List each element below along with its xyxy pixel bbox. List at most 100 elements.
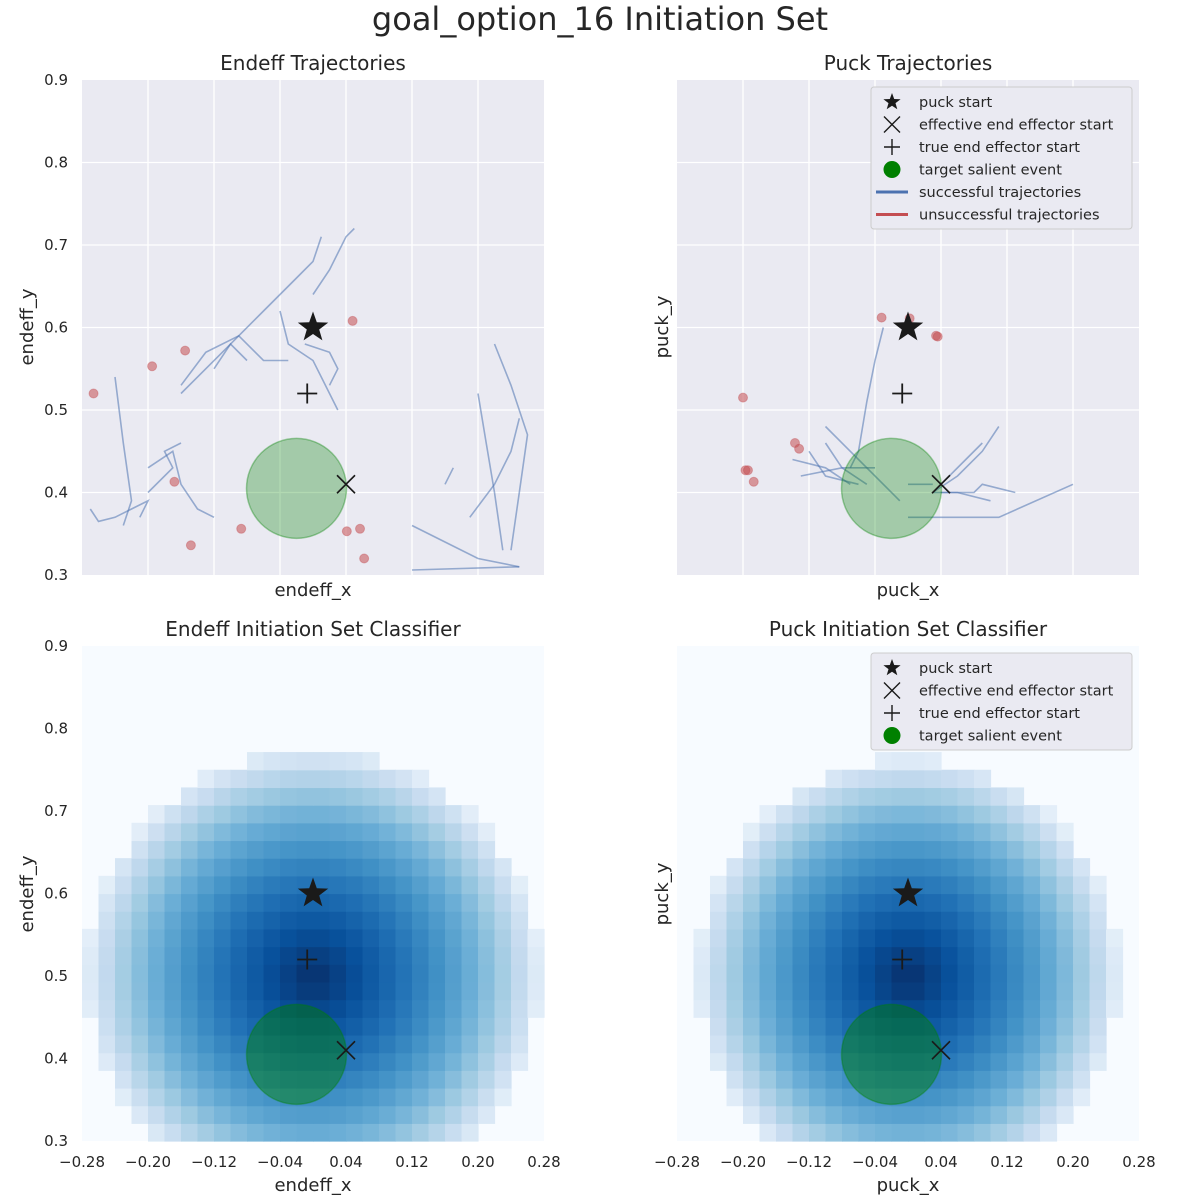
heatmap-cell xyxy=(1106,999,1124,1018)
heatmap-cell xyxy=(263,752,281,771)
heatmap-cell xyxy=(941,858,959,877)
heatmap-cell xyxy=(461,858,479,877)
heatmap-cell xyxy=(1056,981,1074,1001)
heatmap-cell xyxy=(710,1017,728,1036)
heatmap-cell xyxy=(412,981,430,1001)
heatmap-cell xyxy=(1040,1017,1058,1036)
heatmap-cell xyxy=(362,1087,380,1107)
heatmap-cell xyxy=(1023,911,1041,930)
heatmap-cell xyxy=(148,840,166,859)
heatmap-cell xyxy=(148,911,166,930)
heatmap-cell xyxy=(743,875,761,895)
heatmap-cell xyxy=(743,964,761,983)
heatmap-cell xyxy=(445,822,463,842)
heatmap-cell xyxy=(494,911,512,930)
heatmap-cell xyxy=(1073,964,1091,983)
successful-trajectory-line xyxy=(932,426,1000,494)
heatmap-cell xyxy=(908,822,926,842)
heatmap-cell xyxy=(726,999,744,1018)
y-tick-label: 0.6 xyxy=(44,885,68,903)
heatmap-cell xyxy=(825,911,843,930)
heatmap-cell xyxy=(379,999,397,1018)
heatmap-cell xyxy=(428,1017,446,1036)
heatmap-cell xyxy=(842,893,860,912)
heatmap-cell xyxy=(280,946,298,965)
heatmap-cell xyxy=(98,981,116,1001)
heatmap-cell xyxy=(726,946,744,965)
heatmap-cell xyxy=(842,1070,860,1089)
heatmap-cell xyxy=(263,1087,281,1107)
x-tick-label: 0.12 xyxy=(990,1153,1023,1171)
heatmap-cell xyxy=(1040,1087,1058,1107)
heatmap-cell xyxy=(362,999,380,1018)
heatmap-cell xyxy=(974,1017,992,1036)
heatmap-cell xyxy=(792,1123,810,1142)
heatmap-cell xyxy=(82,964,100,983)
heatmap-cell xyxy=(445,893,463,912)
successful-trajectory-line xyxy=(800,466,875,477)
heatmap-cell xyxy=(693,981,711,1001)
heatmap-cell xyxy=(214,964,232,983)
heatmap-cell xyxy=(313,858,331,877)
heatmap-cell xyxy=(395,1087,413,1107)
y-tick-label: 0.8 xyxy=(44,154,68,172)
heatmap-cell xyxy=(974,858,992,877)
heatmap-cell xyxy=(115,928,133,948)
heatmap-cell xyxy=(924,787,942,806)
heatmap-cell xyxy=(280,999,298,1018)
heatmap-cell xyxy=(395,858,413,877)
heatmap-cell xyxy=(726,893,744,912)
successful-trajectory-line xyxy=(411,566,520,571)
legend-true-start-icon xyxy=(884,139,900,155)
heatmap-cell xyxy=(809,1105,827,1124)
heatmap-cell xyxy=(776,911,794,930)
heatmap-cell xyxy=(759,999,777,1018)
heatmap-cell xyxy=(924,1105,942,1124)
heatmap-cell xyxy=(1040,999,1058,1018)
heatmap-cell xyxy=(710,981,728,1001)
heatmap-cell xyxy=(759,981,777,1001)
heatmap-cell xyxy=(957,1105,975,1124)
heatmap-cell xyxy=(792,805,810,824)
heatmap-cell xyxy=(726,875,744,895)
heatmap-cell xyxy=(710,946,728,965)
heatmap-cell xyxy=(346,787,364,806)
heatmap-cell xyxy=(247,769,265,789)
heatmap-cell xyxy=(329,999,347,1018)
heatmap-cell xyxy=(478,840,496,859)
heatmap-cell xyxy=(346,1105,364,1124)
heatmap-cell xyxy=(990,840,1008,859)
heatmap-cell xyxy=(346,1017,364,1036)
heatmap-cell xyxy=(825,858,843,877)
heatmap-cell xyxy=(941,999,959,1018)
heatmap-cell xyxy=(280,769,298,789)
heatmap-cell xyxy=(957,822,975,842)
heatmap-cell xyxy=(941,911,959,930)
heatmap-cell xyxy=(181,1017,199,1036)
heatmap-cell xyxy=(875,999,893,1018)
heatmap-cell xyxy=(395,893,413,912)
heatmap-cell xyxy=(710,1052,728,1071)
heatmap-cell xyxy=(891,946,909,965)
heatmap-cell xyxy=(743,1017,761,1036)
heatmap-cell xyxy=(379,928,397,948)
heatmap-cell xyxy=(511,1034,529,1054)
heatmap-cell xyxy=(362,911,380,930)
heatmap-cell xyxy=(296,840,314,859)
heatmap-cell xyxy=(1040,840,1058,859)
heatmap-cell xyxy=(395,981,413,1001)
heatmap-cell xyxy=(131,1052,149,1071)
heatmap-cell xyxy=(346,1070,364,1089)
heatmap-cell xyxy=(313,1087,331,1107)
heatmap-cell xyxy=(809,822,827,842)
heatmap-cell xyxy=(148,981,166,1001)
heatmap-cell xyxy=(1007,946,1025,965)
heatmap-cell xyxy=(875,840,893,859)
heatmap-cell xyxy=(445,1052,463,1071)
heatmap-cell xyxy=(181,1087,199,1107)
effective-end-effector-start-marker xyxy=(336,1040,356,1060)
heatmap-cell xyxy=(776,805,794,824)
heatmap-cell xyxy=(346,822,364,842)
heatmap-cell xyxy=(1089,893,1107,912)
unsuccessful-trajectory-endpoint xyxy=(359,553,370,564)
